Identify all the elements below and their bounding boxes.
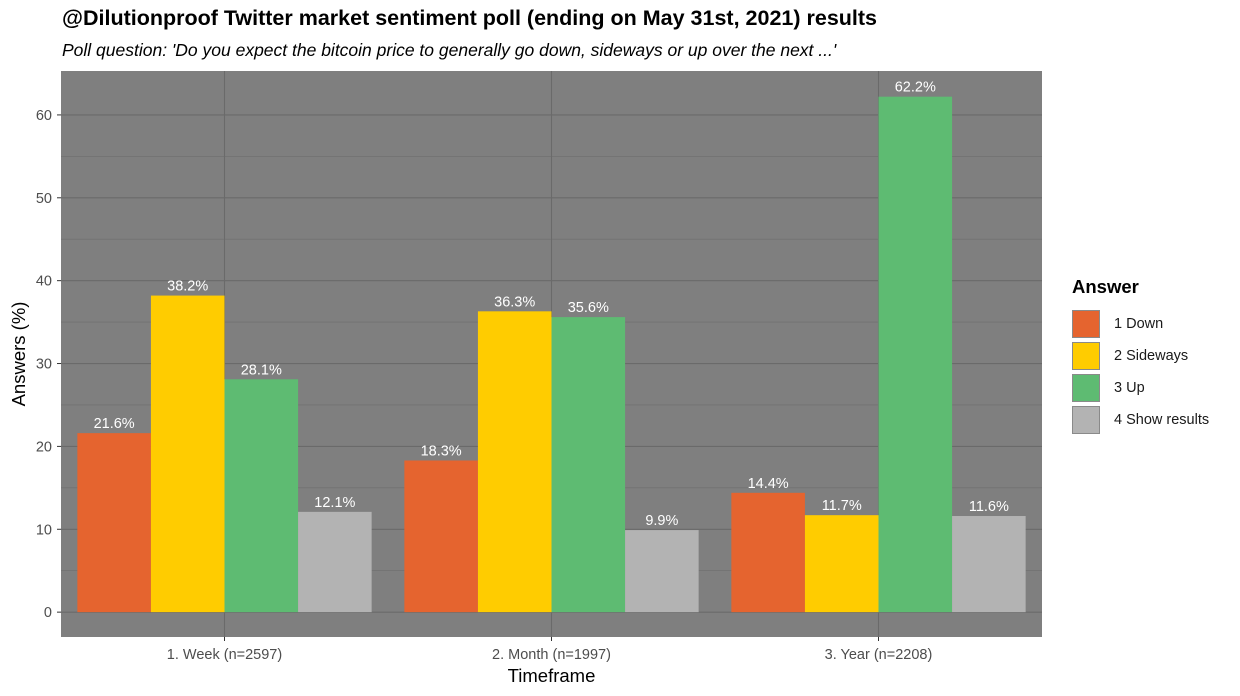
chart-subtitle: Poll question: 'Do you expect the bitcoi… xyxy=(62,40,837,60)
bar xyxy=(298,511,372,613)
data-label: 9.9% xyxy=(645,513,678,529)
legend-swatch-show-results xyxy=(1072,406,1100,434)
legend-swatch-down xyxy=(1072,310,1100,338)
y-tick-label: 10 xyxy=(36,522,52,538)
data-label: 21.6% xyxy=(94,416,135,432)
legend-item-down: 1 Down xyxy=(1072,308,1209,340)
x-tick-label: 2. Month (n=1997) xyxy=(492,647,611,663)
data-label: 35.6% xyxy=(568,300,609,316)
data-label: 18.3% xyxy=(421,443,462,459)
data-label: 28.1% xyxy=(241,362,282,378)
y-tick-label: 30 xyxy=(36,357,52,373)
data-label: 62.2% xyxy=(895,80,936,96)
x-tick-label: 3. Year (n=2208) xyxy=(825,647,933,663)
y-tick-label: 60 xyxy=(36,108,52,124)
legend-swatch-sideways xyxy=(1072,342,1100,370)
data-label: 11.7% xyxy=(822,498,862,514)
x-axis-title: Timeframe xyxy=(508,665,596,686)
x-tick-label: 1. Week (n=2597) xyxy=(167,647,282,663)
data-label: 14.4% xyxy=(748,476,789,492)
legend-item-show-results: 4 Show results xyxy=(1072,404,1209,436)
bar xyxy=(952,516,1026,613)
data-label: 12.1% xyxy=(314,495,355,511)
legend-label-down: 1 Down xyxy=(1114,316,1164,332)
bar xyxy=(804,515,879,613)
legend-label-show-results: 4 Show results xyxy=(1114,412,1210,428)
y-tick-label: 50 xyxy=(36,191,52,207)
legend: Answer 1 Down 2 Sideways 3 Up 4 Show res… xyxy=(1072,276,1209,436)
y-tick-label: 0 xyxy=(44,605,52,621)
bar xyxy=(878,96,953,613)
bar xyxy=(404,460,478,613)
bar xyxy=(77,433,151,613)
y-axis-title: Answers (%) xyxy=(8,302,29,407)
bar xyxy=(477,311,552,613)
bar xyxy=(625,530,699,613)
chart-title: @Dilutionproof Twitter market sentiment … xyxy=(62,6,877,30)
bar xyxy=(731,492,805,613)
data-label: 36.3% xyxy=(494,294,535,310)
bar xyxy=(551,317,626,613)
y-tick-label: 20 xyxy=(36,439,52,455)
legend-swatch-up xyxy=(1072,374,1100,402)
legend-label-up: 3 Up xyxy=(1114,380,1145,396)
y-tick-label: 40 xyxy=(36,274,52,290)
bar xyxy=(224,379,299,613)
legend-item-up: 3 Up xyxy=(1072,372,1209,404)
legend-label-sideways: 2 Sideways xyxy=(1114,348,1189,364)
bar xyxy=(150,295,225,613)
legend-item-sideways: 2 Sideways xyxy=(1072,340,1209,372)
legend-title: Answer xyxy=(1072,276,1139,297)
data-label: 11.6% xyxy=(969,499,1009,515)
data-label: 38.2% xyxy=(167,279,208,295)
